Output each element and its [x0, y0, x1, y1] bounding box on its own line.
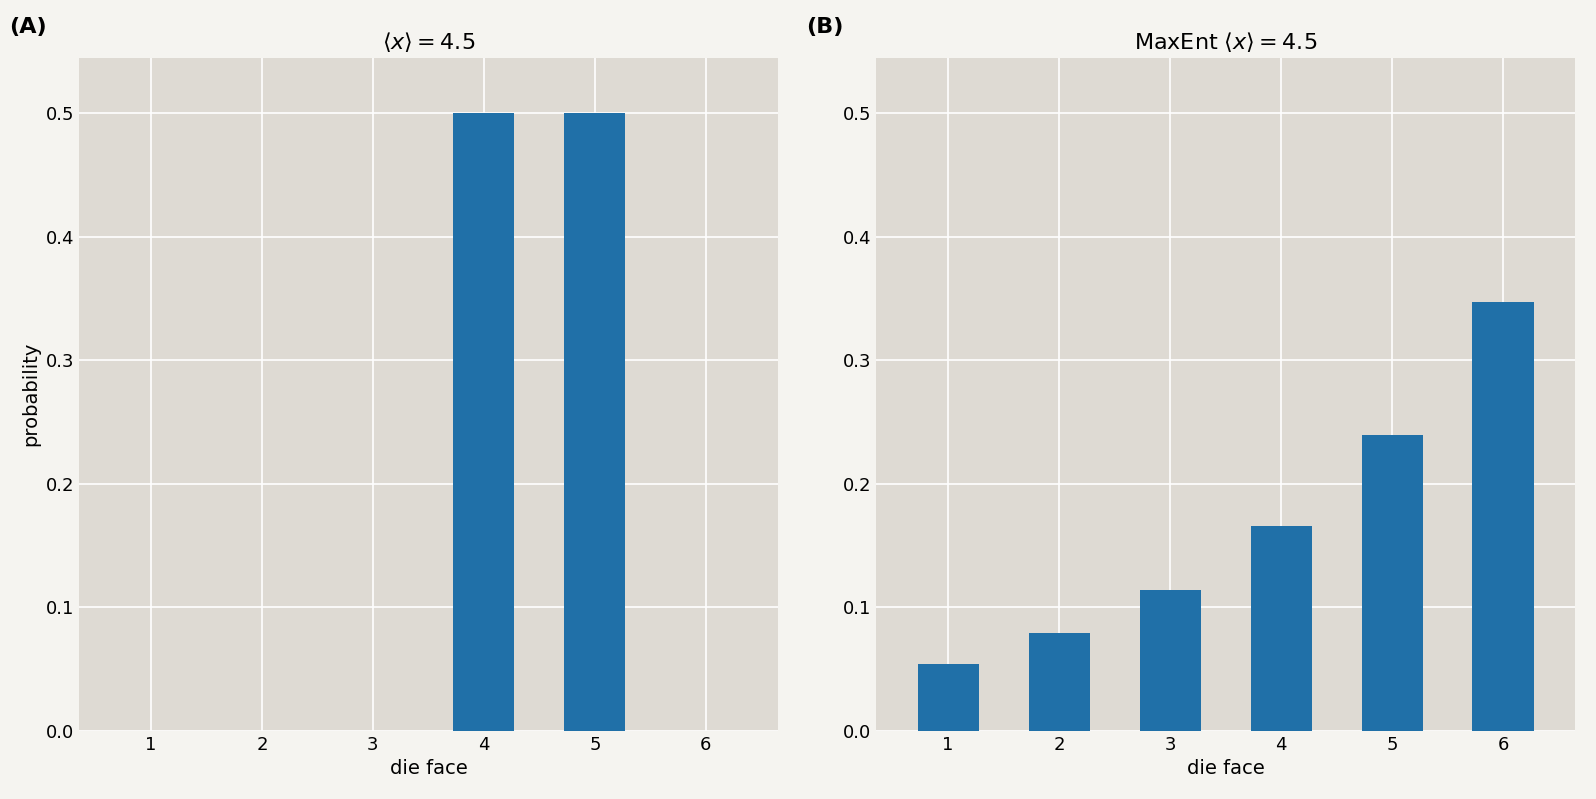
Bar — [1361, 435, 1422, 731]
X-axis label: die face: die face — [389, 759, 468, 778]
Bar — [453, 113, 514, 731]
Bar — [1473, 302, 1534, 731]
X-axis label: die face: die face — [1187, 759, 1264, 778]
Y-axis label: probability: probability — [21, 342, 40, 447]
Bar — [565, 113, 626, 731]
Text: (A): (A) — [10, 18, 46, 38]
Bar — [918, 664, 978, 731]
Title: $\langle x \rangle = 4.5$: $\langle x \rangle = 4.5$ — [381, 30, 476, 54]
Title: MaxEnt $\langle x \rangle = 4.5$: MaxEnt $\langle x \rangle = 4.5$ — [1133, 30, 1317, 54]
Bar — [1140, 590, 1200, 731]
Bar — [1028, 634, 1090, 731]
Text: (B): (B) — [806, 18, 843, 38]
Bar — [1251, 527, 1312, 731]
